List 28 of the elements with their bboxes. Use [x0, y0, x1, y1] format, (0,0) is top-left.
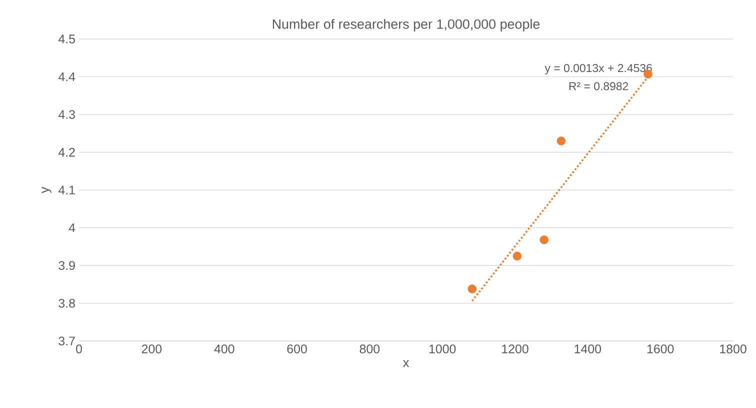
x-tick-label: 0 — [76, 344, 82, 354]
y-tick-label: 4.2 — [58, 148, 75, 157]
x-tick-label: 1800 — [720, 344, 746, 354]
y-tick-label: 3.9 — [58, 261, 75, 270]
annotation: y = 0.0013x + 2.4536 — [544, 64, 652, 74]
annotation: R² = 0.8982 — [569, 82, 628, 90]
x-tick-label: 200 — [142, 344, 162, 354]
y-tick-label: 3.8 — [58, 298, 75, 308]
x-tick-label: 1200 — [502, 344, 528, 354]
x-tick-label: 1000 — [429, 344, 456, 354]
y-tick-label: 4.5 — [58, 34, 75, 44]
x-tick-label: 1400 — [574, 344, 602, 354]
point — [512, 252, 522, 260]
y-tick-label: 3.7 — [58, 336, 75, 346]
x-tick-label: 800 — [360, 344, 380, 354]
y-axis-title: y — [42, 186, 52, 194]
y-tick-label: 4.1 — [58, 186, 75, 194]
y-tick-label: 4.3 — [58, 110, 75, 119]
chart-title: Number of researchers per 1,000,000 people — [272, 18, 540, 32]
point — [468, 284, 477, 294]
y-tick-label: 4 — [68, 223, 76, 232]
point — [540, 235, 548, 244]
x-axis-title: x — [402, 360, 410, 368]
x-tick-label: 600 — [287, 344, 307, 354]
x-tick-label: 1600 — [647, 344, 674, 354]
x-tick-label: 400 — [214, 344, 234, 354]
point — [556, 136, 566, 146]
y-tick-label: 4.4 — [58, 72, 76, 82]
